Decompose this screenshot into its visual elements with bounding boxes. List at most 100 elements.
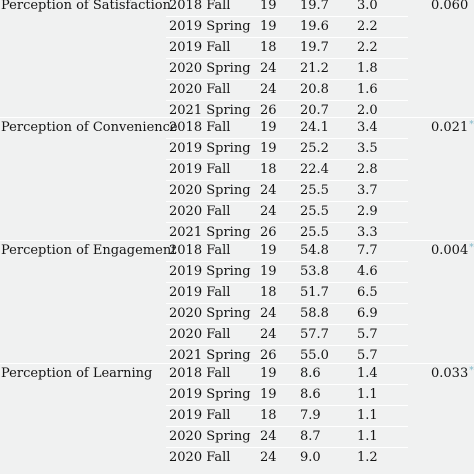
row-separator [166, 37, 408, 38]
sd-cell: 2.9 [357, 204, 378, 219]
sd-cell: 1.2 [357, 450, 378, 465]
table-row: 2020 Fall 24 20.8 1.6 [0, 80, 474, 100]
table-row: 2019 Spring 19 8.6 1.1 [0, 385, 474, 405]
n-cell: 24 [260, 183, 277, 198]
semester-cell: 2021 Spring [169, 225, 251, 240]
semester-cell: 2019 Fall [169, 285, 231, 300]
p-value-cell: 0.021* [431, 118, 474, 138]
sd-cell: 1.1 [357, 387, 378, 402]
sd-cell: 6.9 [357, 306, 378, 321]
sd-cell: 3.0 [357, 0, 378, 13]
sd-cell: 3.4 [357, 120, 378, 135]
semester-cell: 2020 Fall [169, 204, 231, 219]
n-cell: 19 [260, 264, 277, 279]
row-separator [166, 282, 408, 283]
mean-cell: 25.5 [300, 183, 329, 198]
table-row: Perception of Engagement 2018 Fall 19 54… [0, 241, 474, 261]
row-separator [166, 426, 408, 427]
semester-cell: 2021 Spring [169, 348, 251, 363]
sd-cell: 4.6 [357, 264, 378, 279]
group-separator [0, 117, 474, 118]
measure-label: Perception of Satisfaction [1, 0, 171, 13]
table-row: 2021 Spring 26 20.7 2.0 [0, 101, 474, 121]
p-value-cell: 0.004* [431, 241, 474, 261]
row-separator [166, 201, 408, 202]
semester-cell: 2020 Spring [169, 183, 251, 198]
significance-marker: * [469, 243, 474, 253]
p-value-cell: 0.033* [431, 364, 474, 384]
sd-cell: 3.3 [357, 225, 378, 240]
n-cell: 18 [260, 285, 277, 300]
mean-cell: 25.5 [300, 204, 329, 219]
table-row: 2021 Spring 26 55.0 5.7 [0, 346, 474, 366]
row-separator [166, 324, 408, 325]
n-cell: 19 [260, 0, 277, 13]
mean-cell: 8.6 [300, 366, 321, 381]
semester-cell: 2019 Spring [169, 387, 251, 402]
semester-cell: 2020 Spring [169, 61, 251, 76]
row-separator [166, 261, 408, 262]
significance-marker: * [469, 366, 474, 376]
sd-cell: 2.8 [357, 162, 378, 177]
table-row: 2019 Spring 19 25.2 3.5 [0, 139, 474, 159]
table-row: 2020 Spring 24 21.2 1.8 [0, 59, 474, 79]
row-separator [166, 303, 408, 304]
p-value-cell: 0.060 [431, 0, 468, 16]
table-row: 2019 Fall 18 22.4 2.8 [0, 160, 474, 180]
measure-label: Perception of Convenience [1, 120, 178, 135]
mean-cell: 19.7 [300, 0, 329, 13]
n-cell: 19 [260, 366, 277, 381]
mean-cell: 54.8 [300, 243, 329, 258]
semester-cell: 2019 Fall [169, 162, 231, 177]
n-cell: 24 [260, 327, 277, 342]
sd-cell: 1.1 [357, 429, 378, 444]
n-cell: 19 [260, 387, 277, 402]
semester-cell: 2019 Fall [169, 408, 231, 423]
mean-cell: 58.8 [300, 306, 329, 321]
mean-cell: 19.6 [300, 19, 329, 34]
sd-cell: 3.7 [357, 183, 378, 198]
semester-cell: 2018 Fall [169, 120, 231, 135]
mean-cell: 8.7 [300, 429, 321, 444]
sd-cell: 2.2 [357, 40, 378, 55]
n-cell: 19 [260, 120, 277, 135]
mean-cell: 20.7 [300, 103, 329, 118]
n-cell: 26 [260, 103, 277, 118]
table-row: Perception of Convenience 2018 Fall 19 2… [0, 118, 474, 138]
table-row: 2019 Spring 19 53.8 4.6 [0, 262, 474, 282]
p-value: 0.004 [431, 243, 469, 258]
p-value: 0.021 [431, 120, 469, 135]
semester-cell: 2018 Fall [169, 243, 231, 258]
table-row: 2020 Spring 24 25.5 3.7 [0, 181, 474, 201]
semester-cell: 2018 Fall [169, 366, 231, 381]
table-row: 2020 Fall 24 25.5 2.9 [0, 202, 474, 222]
n-cell: 26 [260, 348, 277, 363]
group-separator [0, 363, 474, 364]
row-separator [166, 384, 408, 385]
semester-cell: 2020 Spring [169, 429, 251, 444]
mean-cell: 21.2 [300, 61, 329, 76]
mean-cell: 9.0 [300, 450, 321, 465]
row-separator [166, 180, 408, 181]
n-cell: 24 [260, 429, 277, 444]
semester-cell: 2019 Spring [169, 141, 251, 156]
table-row: 2019 Fall 18 51.7 6.5 [0, 283, 474, 303]
row-separator [166, 447, 408, 448]
semester-cell: 2020 Fall [169, 82, 231, 97]
row-separator [166, 138, 408, 139]
sd-cell: 1.6 [357, 82, 378, 97]
table-row: 2020 Spring 24 8.7 1.1 [0, 427, 474, 447]
table-row: 2021 Spring 26 25.5 3.3 [0, 223, 474, 243]
n-cell: 24 [260, 204, 277, 219]
mean-cell: 8.6 [300, 387, 321, 402]
n-cell: 18 [260, 40, 277, 55]
table-row: Perception of Learning 2018 Fall 19 8.6 … [0, 364, 474, 384]
p-value: 0.060 [431, 0, 469, 13]
table-row: 2020 Fall 24 9.0 1.2 [0, 448, 474, 468]
significance-marker: * [469, 120, 474, 130]
row-separator [166, 159, 408, 160]
mean-cell: 25.2 [300, 141, 329, 156]
sd-cell: 1.1 [357, 408, 378, 423]
sd-cell: 5.7 [357, 348, 378, 363]
